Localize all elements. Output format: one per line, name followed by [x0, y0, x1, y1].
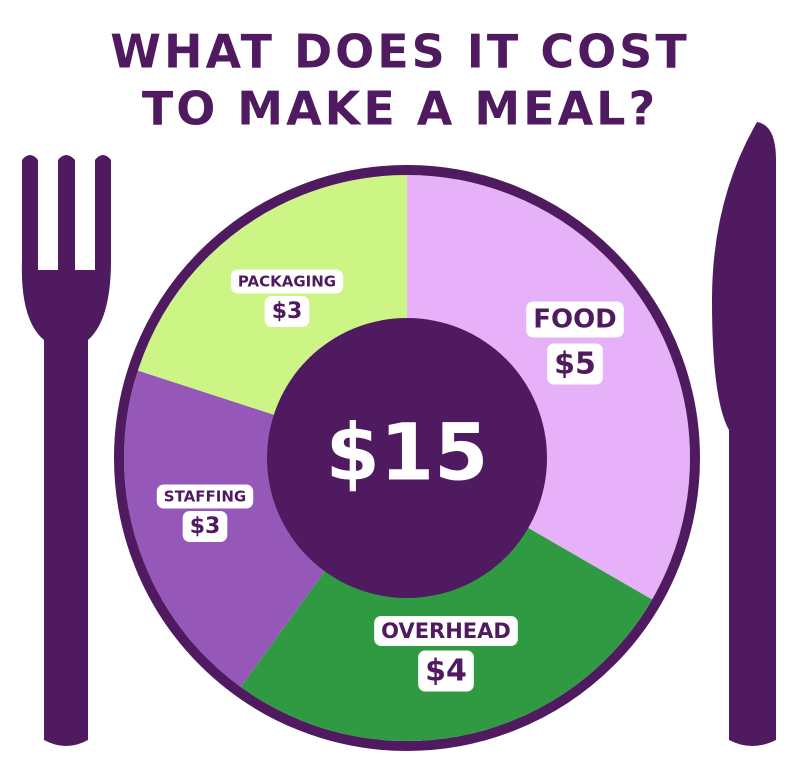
- label-box: [374, 616, 518, 646]
- slice-label: PACKAGING $3: [230, 269, 344, 327]
- center-circle: [267, 318, 547, 598]
- category-label: OVERHEAD: [381, 619, 511, 643]
- label-box: [230, 269, 344, 294]
- slice-label: FOOD $5: [526, 301, 624, 385]
- label-box: [526, 301, 624, 338]
- value-label: $3: [190, 514, 221, 539]
- value-label: $4: [425, 654, 467, 689]
- pie-slice: [240, 458, 653, 741]
- slice-label: STAFFING $3: [156, 484, 254, 542]
- title-line: TO MAKE A MEAL?: [142, 82, 658, 136]
- fork-icon: [21, 155, 111, 746]
- label-box: [547, 343, 603, 385]
- category-label: PACKAGING: [238, 273, 336, 291]
- total-label: $15: [326, 408, 489, 498]
- label-box: [264, 296, 310, 327]
- plate-rim: [114, 165, 700, 751]
- label-box: [418, 650, 474, 692]
- slice-label: OVERHEAD $4: [374, 616, 518, 692]
- value-label: $5: [554, 347, 596, 382]
- title-line: WHAT DOES IT COST: [110, 25, 689, 79]
- knife-icon: [712, 122, 776, 746]
- label-box: [182, 511, 228, 542]
- category-label: STAFFING: [164, 488, 246, 506]
- value-label: $3: [272, 299, 303, 324]
- category-label: FOOD: [533, 305, 617, 335]
- label-box: [156, 484, 254, 509]
